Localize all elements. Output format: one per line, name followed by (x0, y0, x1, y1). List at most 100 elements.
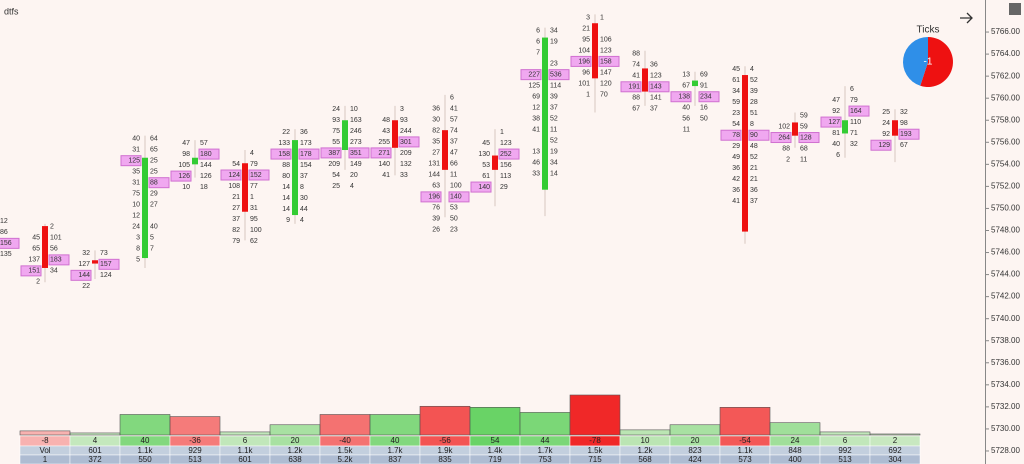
bid-volume: 144 (78, 272, 90, 279)
y-tick-label: 5762.00 (991, 71, 1020, 80)
table-value: 823 (688, 446, 702, 455)
menu-icon[interactable] (1009, 3, 1021, 15)
ask-volume: 14 (550, 170, 558, 177)
bid-volume: 69 (532, 93, 540, 100)
bid-volume: 40 (832, 141, 840, 148)
ask-volume: 79 (850, 97, 858, 104)
bid-volume: 34 (732, 88, 740, 95)
y-tick-label: 5734.00 (991, 380, 1020, 389)
ask-volume: 140 (450, 194, 462, 201)
candle-body (742, 75, 748, 232)
bid-volume: 31 (132, 147, 140, 154)
ask-volume: 1 (500, 129, 504, 136)
ask-volume: 154 (300, 162, 312, 169)
candle-body (792, 122, 798, 136)
bid-volume: 138 (678, 94, 690, 101)
arrow-icon[interactable] (960, 12, 973, 24)
ask-volume: 91 (700, 83, 708, 90)
ask-volume: 52 (750, 77, 758, 84)
bid-volume: 47 (182, 140, 190, 147)
bid-volume: 29 (732, 143, 740, 150)
table-value: 837 (388, 455, 402, 464)
candle-body (442, 130, 448, 170)
bid-volume: 6 (836, 152, 840, 159)
imbalance-box (698, 91, 720, 103)
ask-volume: 59 (800, 112, 808, 119)
ask-volume: 70 (600, 91, 608, 98)
delta-value: -56 (439, 436, 451, 445)
imbalance-box (548, 69, 570, 81)
ask-volume: 164 (850, 108, 862, 115)
ask-volume: 48 (750, 143, 758, 150)
candle-body (142, 157, 148, 259)
ask-volume: 79 (250, 161, 258, 168)
delta-bar (119, 414, 171, 436)
y-tick-label: 5758.00 (991, 115, 1020, 124)
bid-volume: 61 (482, 173, 490, 180)
delta-bar (469, 407, 521, 436)
ask-volume: 19 (550, 148, 558, 155)
bid-volume: 67 (682, 83, 690, 90)
ask-volume: 4 (750, 66, 754, 73)
ask-volume: 28 (750, 99, 758, 106)
imbalance-box (198, 148, 220, 160)
bid-volume: 133 (278, 140, 290, 147)
bid-volume: 2 (36, 279, 40, 286)
table-value: 1.1k (237, 446, 253, 455)
bid-volume: 32 (82, 250, 90, 257)
ask-volume: 6 (450, 95, 454, 102)
ask-volume: 143 (650, 84, 662, 91)
ask-volume: 39 (550, 93, 558, 100)
ask-volume: 67 (900, 142, 908, 149)
bid-volume: 82 (232, 227, 240, 234)
table-value: 304 (888, 455, 902, 464)
ask-volume: 301 (400, 139, 412, 146)
bid-volume: 96 (582, 69, 590, 76)
bid-volume: 54 (732, 121, 740, 128)
y-tick-label: 5738.00 (991, 336, 1020, 345)
delta-value: 44 (541, 436, 550, 445)
bid-volume: 6 (536, 38, 540, 45)
bid-volume: 46 (532, 159, 540, 166)
delta-value: -78 (589, 436, 601, 445)
ask-volume: 11 (550, 126, 557, 133)
bid-volume: 36 (432, 106, 440, 113)
imbalance-box (798, 132, 820, 144)
chart-label: dtfs (4, 6, 19, 16)
bid-volume: 129 (878, 142, 890, 149)
bid-volume: 54 (332, 172, 340, 179)
ask-volume: 52 (550, 115, 558, 122)
ask-volume: 1 (250, 194, 254, 201)
bid-volume: 45 (482, 140, 490, 147)
table-value: 929 (188, 446, 202, 455)
bid-volume: 196 (428, 194, 440, 201)
delta-value: -36 (189, 436, 201, 445)
bid-volume: 27 (232, 205, 240, 212)
imbalance-box (348, 147, 370, 159)
bid-volume: 102 (778, 123, 790, 130)
y-tick-label: 5746.00 (991, 248, 1020, 257)
ask-volume: 8 (300, 184, 304, 191)
table-value: 5.2k (337, 455, 353, 464)
ask-volume: 44 (300, 206, 308, 213)
ask-volume: 100 (450, 183, 462, 190)
ask-volume: 132 (400, 161, 412, 168)
bid-volume: 5 (136, 257, 140, 264)
y-tick-label: 5752.00 (991, 181, 1020, 190)
candle-body (892, 120, 898, 136)
bid-volume: 13 (682, 72, 690, 79)
bid-volume: 12 (532, 104, 540, 111)
imbalance-box (520, 69, 542, 81)
y-tick-label: 5730.00 (991, 424, 1020, 433)
bid-volume: 36 (732, 165, 740, 172)
ask-volume: 6 (850, 86, 854, 93)
bid-volume: 140 (378, 161, 390, 168)
bid-volume: 88 (632, 95, 640, 102)
ask-volume: 193 (900, 131, 912, 138)
ask-volume: 147 (600, 69, 612, 76)
bid-volume: 45 (732, 66, 740, 73)
imbalance-box (120, 155, 142, 167)
bid-volume: 59 (732, 99, 740, 106)
bid-volume: 22 (82, 283, 90, 290)
